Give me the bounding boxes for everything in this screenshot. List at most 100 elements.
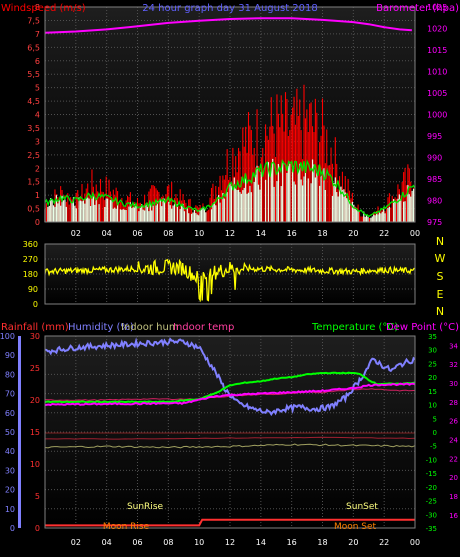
baro-y-tick-label: 985	[427, 175, 442, 184]
moonrise-label: Moon Rise	[103, 522, 150, 532]
wind-axis-title: Windspeed (m/s)	[1, 3, 86, 14]
temperature-line	[44, 371, 416, 404]
baro-y-tick-label: 1010	[427, 68, 447, 77]
wind-y-tick-label: 8	[35, 3, 40, 12]
rainfall-y-tick-label: 15	[30, 428, 40, 437]
wind-x-tick-label: 06	[132, 229, 142, 238]
indoor-hum-axis-title: Indoor hum	[121, 322, 179, 333]
wind-x-tick-label: 22	[379, 229, 389, 238]
climate-x-tick-label: 06	[132, 538, 142, 547]
wind-plot-frame	[44, 6, 416, 223]
wind-x-tick-label: 16	[287, 229, 297, 238]
climate-x-tick-label: 02	[71, 538, 81, 547]
sunset-label: SunSet	[346, 502, 378, 512]
temperature-y-tick-label: 0	[433, 429, 437, 437]
rainfall-y-tick-label: 30	[30, 332, 40, 341]
temperature-y-tick-label: -10	[426, 456, 437, 464]
temperature-y-tick-label: 25	[428, 360, 437, 368]
humidity-axis-strip	[18, 336, 21, 528]
dewpoint-y-tick-label: 26	[449, 418, 458, 426]
humidity-y-tick-label: 30	[5, 466, 15, 475]
baro-y-tick-label: 1005	[427, 89, 447, 98]
climate-x-tick-label: 22	[379, 538, 389, 547]
wind-y-tick-label: 4,5	[27, 97, 40, 106]
temperature-y-tick-label: -35	[426, 525, 437, 533]
wind-y-tick-label: 6	[35, 57, 40, 66]
baro-y-tick-label: 990	[427, 154, 442, 163]
humidity-y-tick-label: 50	[5, 428, 15, 437]
wind-x-tick-label: 12	[225, 229, 235, 238]
compass-label: N	[436, 305, 444, 318]
baro-y-tick-label: 995	[427, 132, 442, 141]
wind-y-tick-label: 2,5	[27, 151, 40, 160]
rainfall-y-tick-label: 20	[30, 396, 40, 405]
dewpoint-y-tick-label: 20	[449, 474, 458, 482]
baro-y-tick-label: 980	[427, 197, 442, 206]
direction-series	[44, 258, 416, 303]
compass-label: E	[437, 288, 444, 301]
rainfall-axis-title: Rainfall (mm)	[1, 322, 69, 333]
wind-y-tick-label: 7	[35, 30, 40, 39]
direction-y-tick-label: 90	[28, 285, 38, 294]
dewpoint-y-tick-label: 18	[449, 493, 458, 501]
wind-y-tick-label: 5	[35, 84, 40, 93]
wind-y-tick-label: 3	[35, 137, 40, 146]
baro-y-tick-label: 1020	[427, 25, 447, 34]
wind-axes: 02 04 06 08 10 12 14 16 18 20 22 0000,511,522,533,5…	[27, 3, 447, 238]
humidity-y-tick-label: 100	[0, 332, 15, 341]
climate-x-tick-label: 10	[194, 538, 204, 547]
wind-y-tick-label: 1,5	[27, 178, 40, 187]
dewpoint-y-tick-label: 32	[449, 361, 458, 369]
temperature-axis-title: Temperature (°C)	[311, 322, 398, 333]
wind-x-tick-label: 14	[256, 229, 266, 238]
direction-y-tick-label: 180	[23, 270, 38, 279]
baro-y-tick-label: 1000	[427, 111, 447, 120]
compass-label: N	[436, 235, 444, 248]
humidity-y-tick-label: 40	[5, 447, 15, 456]
wind-y-tick-label: 1	[35, 191, 40, 200]
indoor-temp-axis-title: Indoor temp	[173, 322, 234, 333]
wind-y-tick-label: 5,5	[27, 70, 40, 79]
wind-x-tick-label: 08	[163, 229, 173, 238]
compass-label: S	[437, 270, 444, 283]
sunrise-label: SunRise	[127, 502, 164, 512]
wind-direction-line	[44, 258, 416, 303]
temperature-y-tick-label: 10	[428, 402, 437, 410]
humidity-y-tick-label: 90	[5, 351, 15, 360]
wind-y-tick-label: 4	[35, 111, 40, 120]
barometer-axis-title: Barometer (hpa)	[376, 3, 459, 14]
dewpoint-y-tick-label: 30	[449, 380, 458, 388]
climate-plot-frame	[44, 335, 416, 529]
temperature-y-tick-label: 15	[428, 388, 437, 396]
wind-y-tick-label: 3,5	[27, 124, 40, 133]
direction-y-tick-label: 360	[23, 240, 38, 249]
temperature-y-tick-label: 5	[433, 415, 437, 423]
climate-x-tick-label: 12	[225, 538, 235, 547]
humidity-y-tick-label: 0	[10, 524, 15, 533]
climate-x-tick-label: 08	[163, 538, 173, 547]
climate-x-tick-label: 14	[256, 538, 266, 547]
climate-axes: 02 04 06 08 10 12 14 16 18 20 22 000102030405060708…	[0, 332, 459, 547]
temperature-y-tick-label: -20	[426, 484, 437, 492]
climate-x-tick-label: 18	[317, 538, 327, 547]
dewpoint-y-tick-label: 28	[449, 399, 458, 407]
barometer-line	[44, 17, 412, 34]
wind-x-tick-label: 02	[71, 229, 81, 238]
rainfall-y-tick-label: 5	[35, 492, 40, 501]
wind-x-tick-label: 00	[410, 229, 420, 238]
climate-x-tick-label: 16	[287, 538, 297, 547]
wind-y-tick-label: 7,5	[27, 16, 40, 25]
temperature-y-tick-label: -15	[426, 470, 437, 478]
baro-y-tick-label: 1015	[427, 46, 447, 55]
direction-y-tick-label: 0	[33, 300, 38, 309]
humidity-y-tick-label: 20	[5, 486, 15, 495]
temperature-y-tick-label: -5	[430, 443, 437, 451]
humidity-y-tick-label: 70	[5, 390, 15, 399]
compass-label: W	[435, 252, 446, 265]
direction-plot-frame	[44, 243, 416, 305]
temperature-y-tick-label: 30	[428, 347, 437, 355]
wind-y-tick-label: 0	[35, 218, 40, 227]
climate-series	[44, 337, 416, 527]
dewpoint-y-tick-label: 22	[449, 455, 458, 463]
